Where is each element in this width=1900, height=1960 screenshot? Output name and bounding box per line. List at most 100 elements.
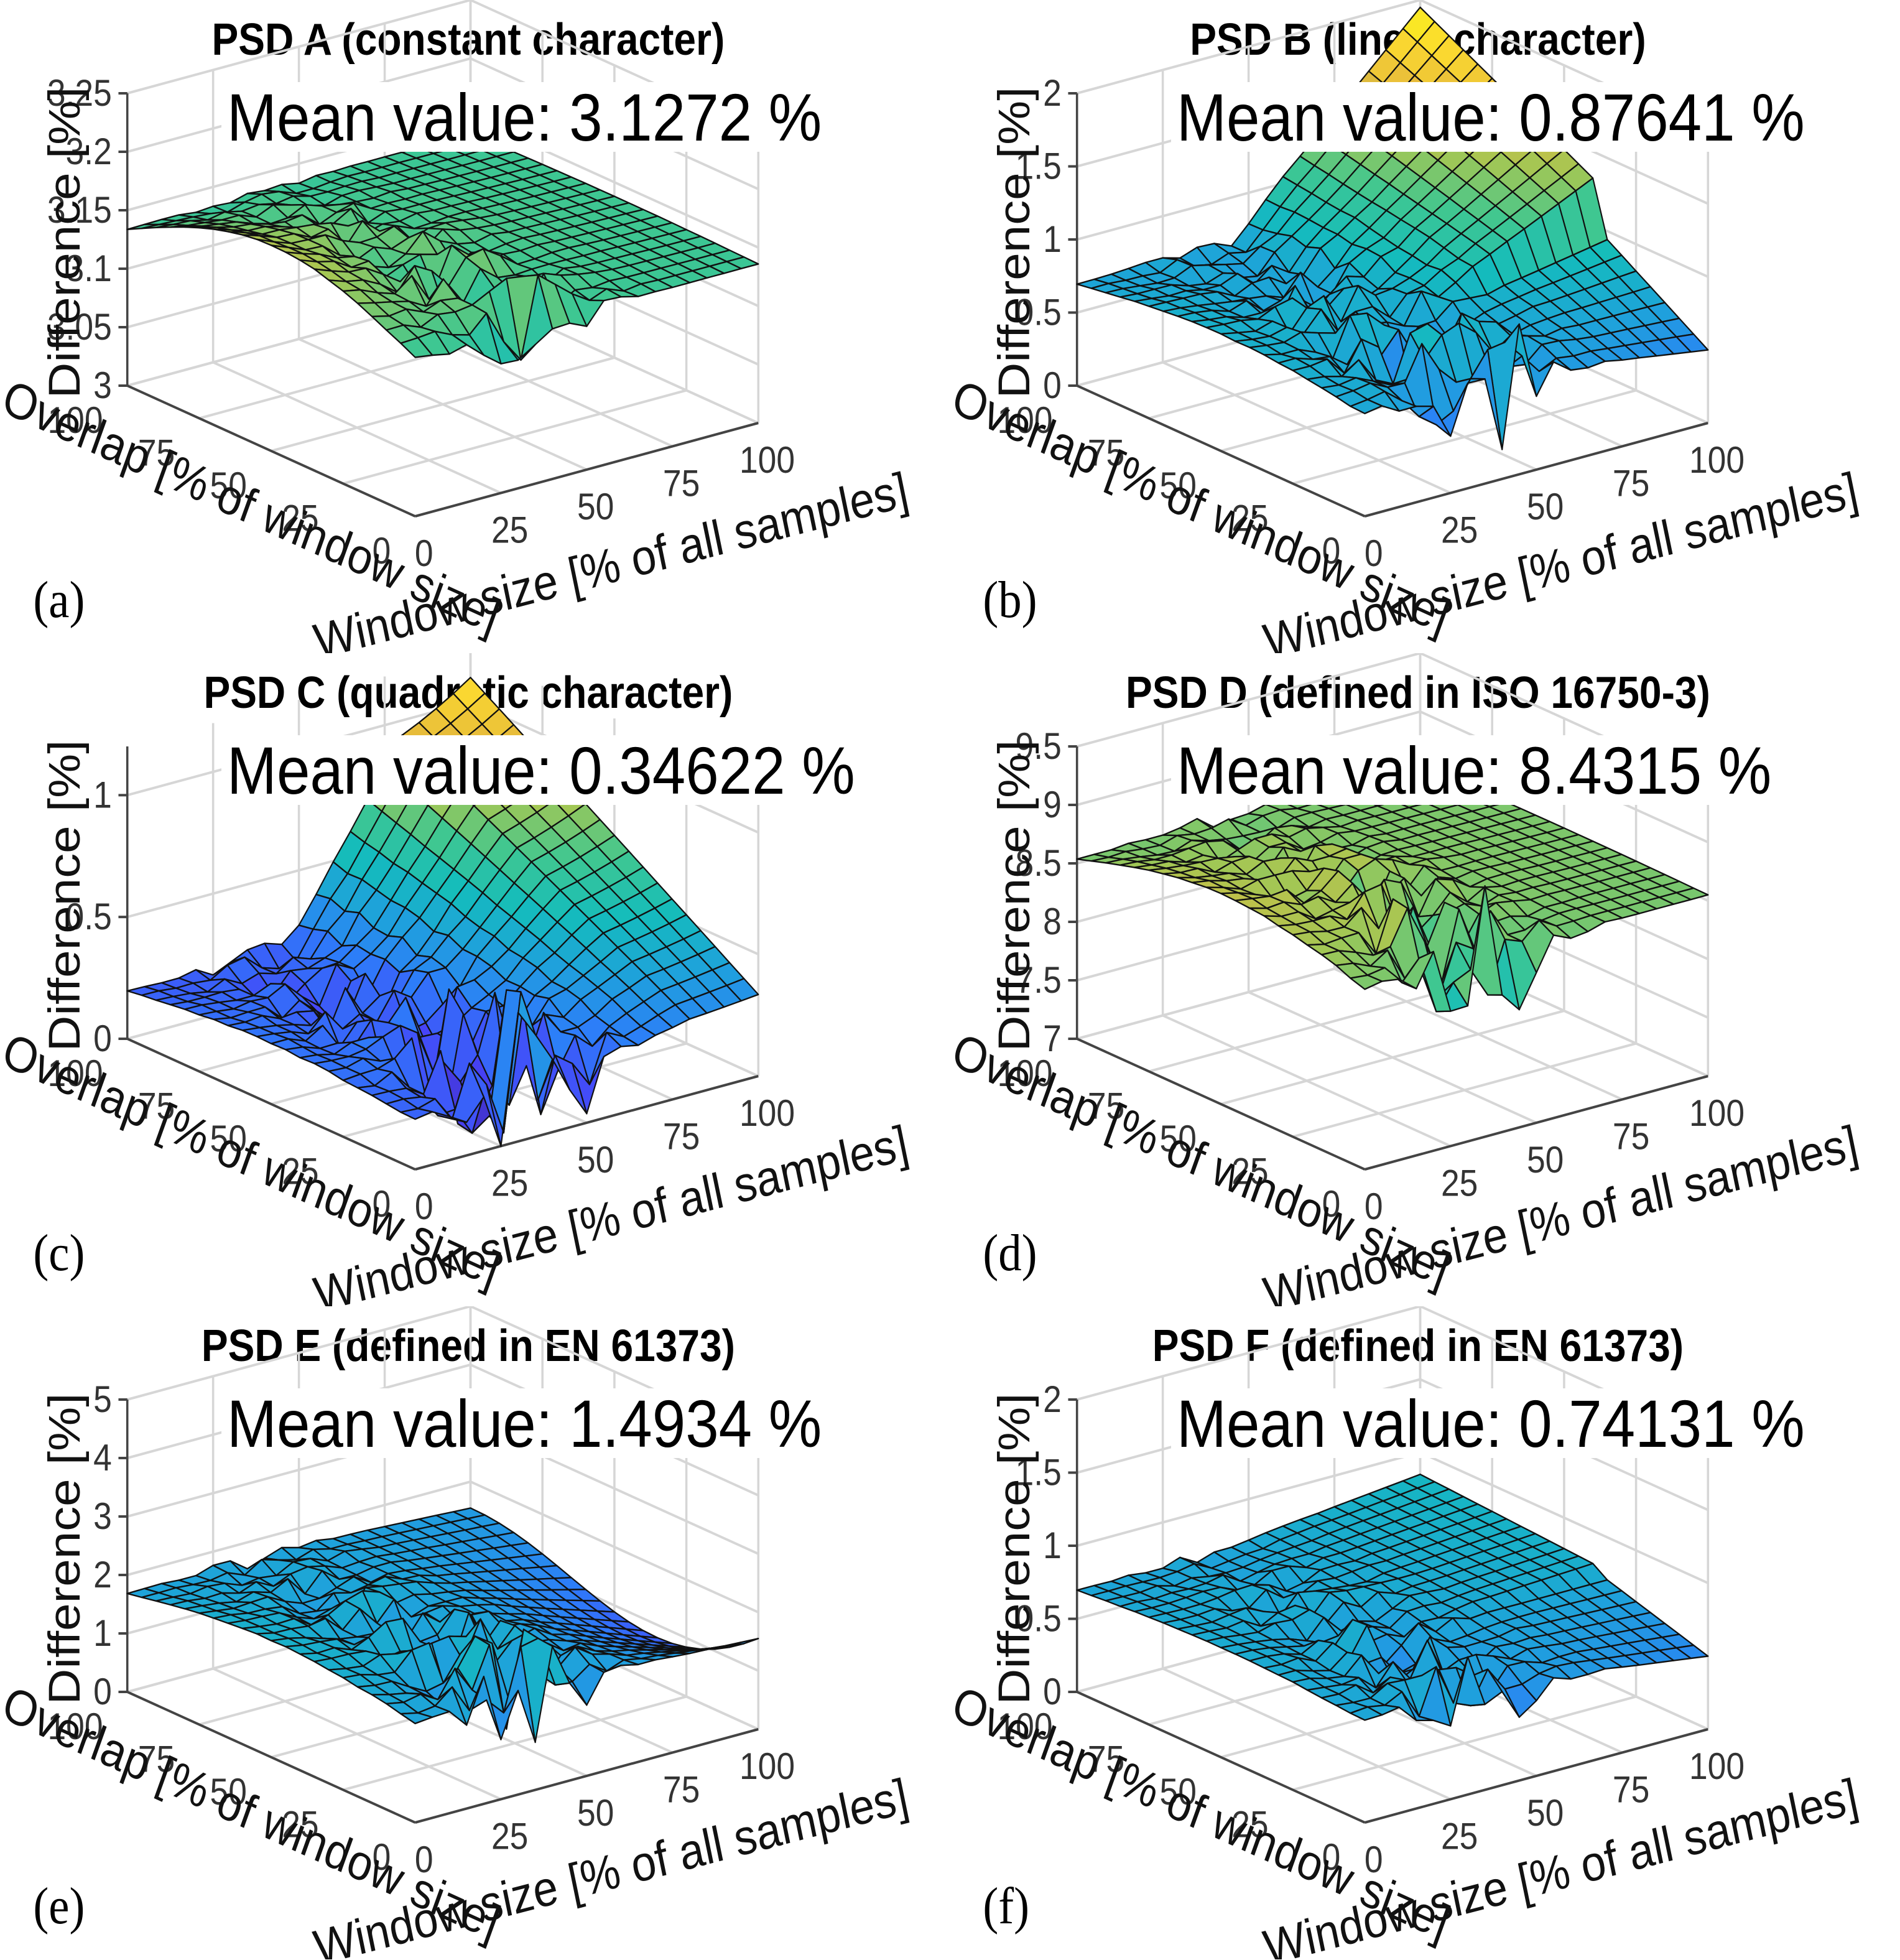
z-tick-label: 3.15 xyxy=(47,190,112,231)
chart-b: PSD B (linear character)00.511.520255075… xyxy=(950,0,1863,653)
y-axis-line xyxy=(1077,1038,1366,1171)
panel-d: PSD D (defined in ISO 16750-3) 7 7.5 8 8.5 9 9… xyxy=(950,653,1899,1306)
z-tick-label: 0.5 xyxy=(66,896,112,938)
surface xyxy=(1076,1474,1709,1727)
surface-facet xyxy=(1350,1706,1383,1721)
x-tick-label: 100 xyxy=(1689,1093,1745,1135)
z-tick-label: 1 xyxy=(1043,1525,1062,1567)
z-axis-label: Difference [%] xyxy=(40,740,90,1052)
x-tick-label: 75 xyxy=(663,1770,700,1811)
panel-letter: (d) xyxy=(983,1224,1037,1282)
z-tick-label: 0 xyxy=(93,1018,112,1060)
chart-c: PSD C (quadratic character)00.5102550751… xyxy=(0,653,913,1306)
z-tick-label: 1.5 xyxy=(1016,1452,1062,1494)
mean-annotation-bg xyxy=(1171,1388,1815,1458)
y-tick-label: 75 xyxy=(1088,433,1124,475)
y-tick-label: 75 xyxy=(1088,1086,1124,1128)
x-tick-label: 0 xyxy=(415,1839,433,1881)
y-tick-label: 50 xyxy=(1160,1772,1197,1813)
chart-content: PSD C (quadratic character)00.5102550751… xyxy=(0,653,913,1306)
y-tick-label: 75 xyxy=(138,433,175,475)
x-axis-line xyxy=(1365,1728,1708,1824)
x-tick-label: 75 xyxy=(1613,1117,1649,1158)
y-axis-line xyxy=(127,384,416,518)
y-tick-label: 25 xyxy=(1231,1804,1268,1846)
y-tick-label: 25 xyxy=(1231,498,1268,540)
y-tick-label: 75 xyxy=(138,1739,175,1781)
x-tick-label: 0 xyxy=(415,533,433,575)
y-tick-label: 75 xyxy=(138,1086,175,1128)
x-tick-label: 50 xyxy=(577,1793,614,1834)
x-tick-label: 100 xyxy=(739,1746,795,1788)
floor-gridline xyxy=(1333,967,1623,1101)
y-tick-label: 100 xyxy=(47,1706,103,1748)
y-tick-label: 0 xyxy=(373,531,391,572)
x-tick-label: 25 xyxy=(1441,510,1478,552)
chart-a: PSD A (constant character) 3 3.05 3.1 3.15 3.… xyxy=(0,0,913,653)
mean-annotation-bg xyxy=(221,1388,832,1458)
panel-letter: (a) xyxy=(33,571,85,629)
z-tick-label: 7 xyxy=(1043,1018,1062,1060)
surface-facet xyxy=(1350,399,1383,414)
mean-annotation: Mean value: 1.4934 % xyxy=(221,1386,832,1461)
x-tick-label: 0 xyxy=(415,1186,433,1228)
z-tick-label: 1 xyxy=(1043,219,1062,261)
mean-annotation: Mean value: 0.34622 % xyxy=(221,733,865,808)
y-tick-label: 100 xyxy=(997,1053,1052,1095)
x-tick-label: 75 xyxy=(663,463,700,505)
z-tick-label: 0 xyxy=(93,1671,112,1713)
surface-facet xyxy=(1350,974,1383,990)
y-tick-label: 0 xyxy=(1322,531,1341,572)
z-tick-label: 0.5 xyxy=(1016,1599,1062,1640)
mean-annotation-bg xyxy=(1171,82,1815,152)
z-tick-label: 3 xyxy=(93,365,112,407)
y-tick-label: 75 xyxy=(1088,1739,1124,1781)
mean-annotation-bg xyxy=(1171,735,1782,805)
z-axis-label: Difference [%] xyxy=(40,87,90,399)
x-tick-label: 50 xyxy=(577,1140,614,1181)
x-tick-label: 75 xyxy=(1613,1770,1649,1811)
x-axis-line xyxy=(415,1728,759,1824)
y-tick-label: 50 xyxy=(1160,1118,1197,1160)
y-tick-label: 25 xyxy=(282,498,318,540)
z-tick-label: 2 xyxy=(93,1554,112,1596)
z-tick-label: 1.5 xyxy=(1016,146,1062,188)
z-tick-label: 9.5 xyxy=(1016,726,1062,768)
y-tick-label: 100 xyxy=(47,1053,103,1095)
mean-annotation: Mean value: 0.74131 % xyxy=(1171,1386,1815,1461)
z-tick-label: 8 xyxy=(1043,901,1062,943)
panel-letter: (f) xyxy=(983,1877,1029,1935)
x-axis-line xyxy=(415,1075,759,1171)
surface-facet xyxy=(400,1108,433,1120)
x-tick-label: 100 xyxy=(739,440,795,481)
z-tick-label: 3.1 xyxy=(66,248,112,290)
panel-f: PSD F (defined in EN 61373) 0 0.5 1 1.5 2 0 25 5… xyxy=(950,1306,1899,1959)
x-tick-label: 75 xyxy=(663,1117,700,1158)
z-tick-label: 2 xyxy=(1043,1379,1062,1421)
x-tick-label: 25 xyxy=(1441,1163,1478,1205)
z-tick-label: 0 xyxy=(1043,1671,1062,1713)
floor-gridline xyxy=(271,356,615,452)
x-tick-label: 0 xyxy=(1365,533,1383,575)
x-tick-label: 50 xyxy=(577,486,614,528)
y-tick-label: 25 xyxy=(282,1804,318,1846)
x-axis-line xyxy=(1365,422,1708,518)
y-tick-label: 25 xyxy=(1231,1151,1268,1193)
panel-letter: (b) xyxy=(983,571,1037,629)
x-tick-label: 25 xyxy=(491,510,528,552)
chart-title: PSD A (constant character) xyxy=(212,15,725,65)
y-axis-line xyxy=(1077,1691,1366,1824)
x-tick-label: 100 xyxy=(739,1093,795,1135)
z-tick-label: 2 xyxy=(1043,73,1062,114)
chart-e: PSD E (defined in EN 61373)0123450255075… xyxy=(0,1306,913,1959)
y-tick-label: 25 xyxy=(282,1151,318,1193)
x-tick-label: 25 xyxy=(491,1816,528,1858)
panel-letter: (c) xyxy=(33,1224,85,1282)
mean-annotation-text: Mean value: 1.4934 % xyxy=(227,1386,822,1461)
mean-annotation-text: Mean value: 0.34622 % xyxy=(227,733,855,808)
mean-annotation-text: Mean value: 0.87641 % xyxy=(1177,80,1805,155)
z-axis-label: Difference [%] xyxy=(989,1393,1039,1705)
chart-content: PSD E (defined in EN 61373)0123450255075… xyxy=(0,1306,913,1959)
z-tick-label: 4 xyxy=(93,1437,112,1479)
panel-letter: (e) xyxy=(33,1877,85,1935)
